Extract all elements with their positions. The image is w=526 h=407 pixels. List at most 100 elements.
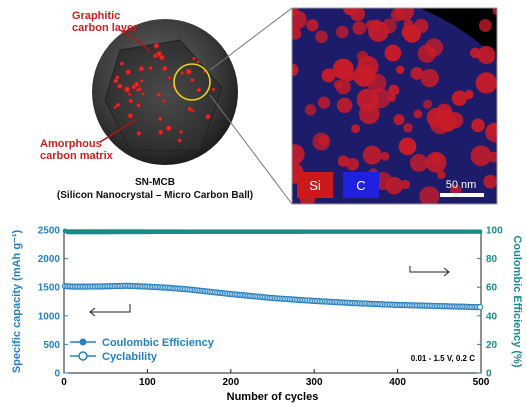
- si-particle: [321, 68, 336, 83]
- legend-c-swatch: [343, 172, 379, 198]
- si-particle: [451, 90, 468, 106]
- si-particle: [478, 19, 492, 32]
- nanocrystal-dot: [138, 65, 145, 72]
- nanocrystal-dot: [113, 78, 119, 84]
- nanocrystal-dot: [152, 53, 158, 59]
- si-particle: [401, 25, 415, 40]
- nanocrystal-dot: [136, 103, 141, 108]
- si-particle: [471, 118, 485, 133]
- x-tick-label: 100: [139, 377, 156, 388]
- nanocrystal-dot: [187, 106, 193, 112]
- scale-bar: [440, 193, 484, 197]
- si-particle: [292, 63, 299, 77]
- amorphous-label-line2: carbon matrix: [40, 150, 113, 162]
- x-tick-label: 200: [222, 377, 239, 388]
- si-particle: [492, 8, 497, 15]
- nanocrystal-dot: [205, 114, 211, 120]
- si-particle: [409, 153, 428, 172]
- y-right-tick-label: 40: [486, 311, 498, 322]
- legend-cap-marker: [78, 351, 88, 361]
- graphitic-label-line2: carbon layer: [72, 22, 138, 34]
- si-particle: [395, 8, 415, 21]
- carbon-ball-illustration: [92, 19, 238, 165]
- si-particle: [486, 124, 497, 136]
- y-left-tick-label: 2000: [38, 254, 61, 265]
- nanocrystal-dot: [167, 76, 172, 80]
- chart-legend: Coulombic Efficiency Cyclability: [70, 337, 215, 363]
- si-particle: [393, 114, 405, 126]
- y-right-tick-label: 80: [486, 254, 498, 265]
- si-particle: [419, 186, 440, 204]
- si-particle: [346, 157, 360, 171]
- arrow-right-axis: [409, 266, 448, 273]
- si-particle: [357, 55, 379, 78]
- condition-annotation: 0.01 - 1.5 V, 0.2 C: [411, 354, 475, 363]
- x-tick-label: 500: [473, 377, 490, 388]
- si-particle: [424, 38, 444, 57]
- si-particle: [332, 58, 354, 80]
- graphitic-label-line1: Graphitic: [72, 10, 121, 22]
- si-particle: [292, 144, 305, 165]
- y-axis-right-title: Coulombic Efficiency (%): [511, 235, 523, 367]
- caption-subtitle: (Silicon Nanocrystal – Micro Carbon Ball…: [56, 190, 254, 201]
- zoom-line-top: [209, 7, 293, 71]
- y-left-tick-label: 2500: [38, 226, 61, 237]
- y-left-tick-label: 1500: [38, 283, 61, 294]
- amorphous-label-line1: Amorphous: [40, 138, 102, 150]
- si-particle: [336, 25, 349, 39]
- ce-point: [477, 229, 483, 234]
- nanocrystal-dot: [156, 92, 162, 97]
- legend-ce-marker: [79, 338, 87, 346]
- nanocrystal-dot: [153, 42, 160, 49]
- y-axis-left-title: Specific capacity (mAh g⁻¹): [11, 229, 23, 373]
- nanocrystal-dot: [180, 71, 184, 75]
- zoom-circle: [173, 63, 211, 101]
- x-tick-label: 300: [306, 377, 323, 388]
- si-particle: [420, 68, 439, 88]
- silicon-nanocrystals: [113, 42, 216, 143]
- si-particle: [365, 20, 376, 31]
- legend-si-swatch: [297, 172, 333, 198]
- graphitic-label: Graphitic carbon layer: [72, 10, 137, 34]
- si-particle: [413, 109, 423, 119]
- zoom-line-bottom: [209, 94, 293, 205]
- nanocrystal-dot: [190, 78, 195, 83]
- nanocrystal-dot: [119, 61, 124, 66]
- arrow-left-head: [89, 307, 96, 317]
- si-particle: [469, 47, 481, 59]
- si-particle: [304, 104, 317, 116]
- x-tick-label: 0: [61, 377, 67, 388]
- si-particle: [362, 145, 382, 165]
- nanocrystal-dot: [113, 105, 117, 110]
- y-left-tick-label: 1000: [38, 311, 61, 322]
- nanocrystal-dot: [211, 87, 216, 92]
- nanocrystal-dot: [158, 54, 165, 61]
- legend-cap-label: Cyclability: [102, 351, 158, 363]
- nanocrystal-dot: [192, 56, 196, 61]
- arrow-left-axis: [90, 304, 131, 313]
- nanocrystal-dot: [162, 99, 166, 103]
- si-particle: [426, 107, 446, 128]
- si-particle: [400, 179, 411, 190]
- si-particle: [410, 67, 424, 80]
- y-right-tick-label: 100: [486, 226, 503, 237]
- si-particle: [333, 80, 342, 89]
- si-particle: [477, 45, 496, 65]
- si-particle: [414, 18, 429, 34]
- nanocrystal-dot: [117, 83, 123, 89]
- y-right-tick-label: 0: [486, 369, 492, 380]
- nanocrystal-dot: [162, 65, 168, 72]
- si-particle: [292, 27, 302, 40]
- si-particle: [351, 124, 360, 134]
- nanocrystal-dot: [135, 88, 140, 92]
- si-particle: [315, 30, 328, 44]
- legend-si-label: Si: [309, 178, 321, 193]
- si-particle: [431, 153, 441, 163]
- nanocrystal-dot: [179, 130, 183, 134]
- caption-title: SN-MCB: [135, 177, 175, 188]
- nanocrystal-dot: [185, 68, 192, 75]
- y-right-tick-label: 20: [486, 340, 498, 351]
- nanocrystal-dot: [127, 112, 134, 119]
- nanocrystal-dot: [141, 92, 145, 96]
